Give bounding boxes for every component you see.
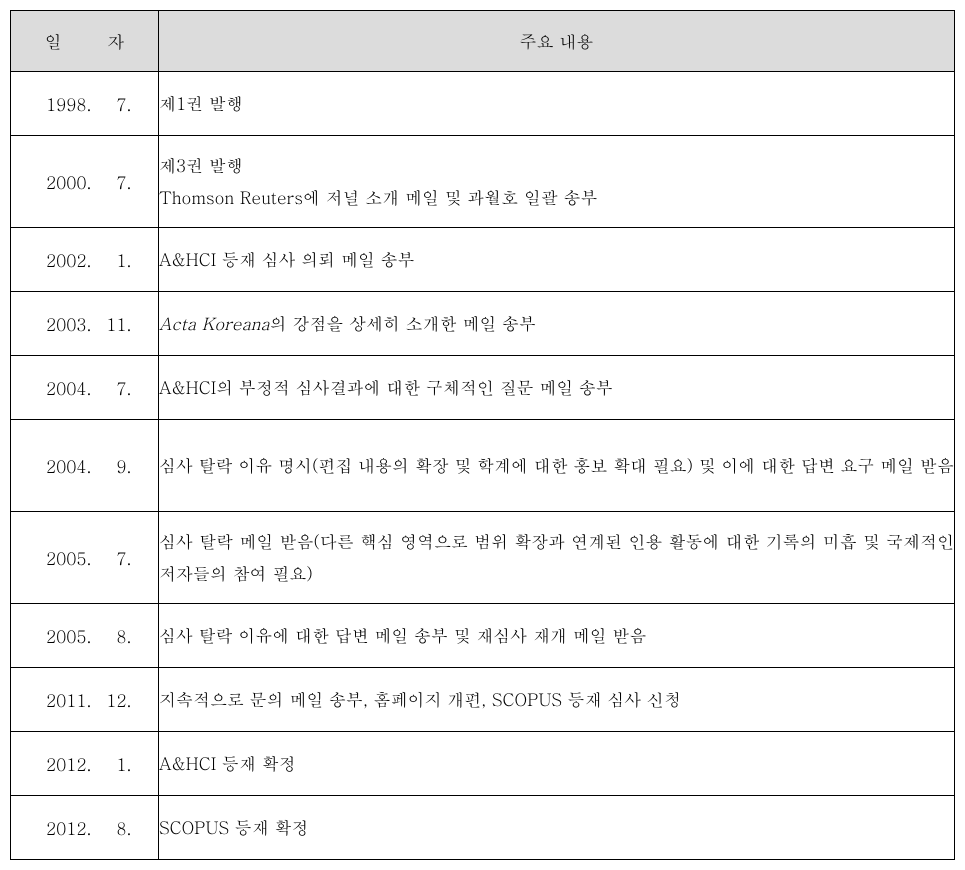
table-header-row: 일 자 주요 내용: [11, 11, 955, 72]
date-month: 7.: [94, 376, 134, 400]
date-month: 7.: [94, 546, 134, 570]
date-cell: 2003.11.: [11, 292, 159, 356]
date-cell: 2000.7.: [11, 136, 159, 228]
content-cell: 심사 탈락 이유에 대한 답변 메일 송부 및 재심사 재개 메일 받음: [159, 604, 955, 668]
header-date: 일 자: [11, 11, 159, 72]
table-row: 2000.7.제3권 발행Thomson Reuters에 저널 소개 메일 및…: [11, 136, 955, 228]
date-month: 1.: [94, 752, 134, 776]
content-cell: Acta Koreana의 강점을 상세히 소개한 메일 송부: [159, 292, 955, 356]
date-year: 2005.: [36, 546, 94, 570]
table-body: 1998.7.제1권 발행2000.7.제3권 발행Thomson Reuter…: [11, 72, 955, 860]
date-month: 1.: [94, 248, 134, 272]
content-cell: 지속적으로 문의 메일 송부, 홈페이지 개편, SCOPUS 등재 심사 신청: [159, 668, 955, 732]
table-row: 1998.7.제1권 발행: [11, 72, 955, 136]
table-row: 2011.12.지속적으로 문의 메일 송부, 홈페이지 개편, SCOPUS …: [11, 668, 955, 732]
table-row: 2012.1.A&HCI 등재 확정: [11, 732, 955, 796]
date-year: 2004.: [36, 376, 94, 400]
header-content-label: 주요 내용: [520, 29, 594, 53]
date-month: 12.: [94, 688, 134, 712]
date-year: 2012.: [36, 816, 94, 840]
date-year: 2004.: [36, 454, 94, 478]
content-cell: A&HCI의 부정적 심사결과에 대한 구체적인 질문 메일 송부: [159, 356, 955, 420]
date-cell: 1998.7.: [11, 72, 159, 136]
table-row: 2005.7.심사 탈락 메일 받음(다른 핵심 영역으로 범위 확장과 연계된…: [11, 512, 955, 604]
date-month: 8.: [94, 816, 134, 840]
date-month: 7.: [94, 92, 134, 116]
date-year: 2002.: [36, 248, 94, 272]
date-cell: 2002.1.: [11, 228, 159, 292]
header-content: 주요 내용: [159, 11, 955, 72]
content-cell: 심사 탈락 메일 받음(다른 핵심 영역으로 범위 확장과 연계된 인용 활동에…: [159, 512, 955, 604]
date-cell: 2004.9.: [11, 420, 159, 512]
date-cell: 2004.7.: [11, 356, 159, 420]
table-row: 2004.9.심사 탈락 이유 명시(편집 내용의 확장 및 학계에 대한 홍보…: [11, 420, 955, 512]
header-date-label: 일 자: [25, 29, 145, 53]
date-year: 2000.: [36, 170, 94, 194]
date-cell: 2005.7.: [11, 512, 159, 604]
content-cell: SCOPUS 등재 확정: [159, 796, 955, 860]
date-year: 2012.: [36, 752, 94, 776]
content-cell: 심사 탈락 이유 명시(편집 내용의 확장 및 학계에 대한 홍보 확대 필요)…: [159, 420, 955, 512]
date-month: 11.: [94, 312, 134, 336]
table-row: 2003.11.Acta Koreana의 강점을 상세히 소개한 메일 송부: [11, 292, 955, 356]
date-cell: 2012.1.: [11, 732, 159, 796]
content-cell: A&HCI 등재 심사 의뢰 메일 송부: [159, 228, 955, 292]
date-year: 2005.: [36, 624, 94, 648]
content-cell: A&HCI 등재 확정: [159, 732, 955, 796]
content-cell: 제1권 발행: [159, 72, 955, 136]
date-month: 8.: [94, 624, 134, 648]
date-cell: 2012.8.: [11, 796, 159, 860]
date-month: 9.: [94, 454, 134, 478]
table-row: 2002.1.A&HCI 등재 심사 의뢰 메일 송부: [11, 228, 955, 292]
date-year: 2011.: [36, 688, 94, 712]
table-row: 2004.7.A&HCI의 부정적 심사결과에 대한 구체적인 질문 메일 송부: [11, 356, 955, 420]
content-cell: 제3권 발행Thomson Reuters에 저널 소개 메일 및 과월호 일괄…: [159, 136, 955, 228]
date-cell: 2005.8.: [11, 604, 159, 668]
date-cell: 2011.12.: [11, 668, 159, 732]
date-year: 1998.: [36, 92, 94, 116]
date-month: 7.: [94, 170, 134, 194]
table-row: 2005.8.심사 탈락 이유에 대한 답변 메일 송부 및 재심사 재개 메일…: [11, 604, 955, 668]
date-year: 2003.: [36, 312, 94, 336]
timeline-table: 일 자 주요 내용 1998.7.제1권 발행2000.7.제3권 발행Thom…: [10, 10, 955, 860]
table-row: 2012.8.SCOPUS 등재 확정: [11, 796, 955, 860]
